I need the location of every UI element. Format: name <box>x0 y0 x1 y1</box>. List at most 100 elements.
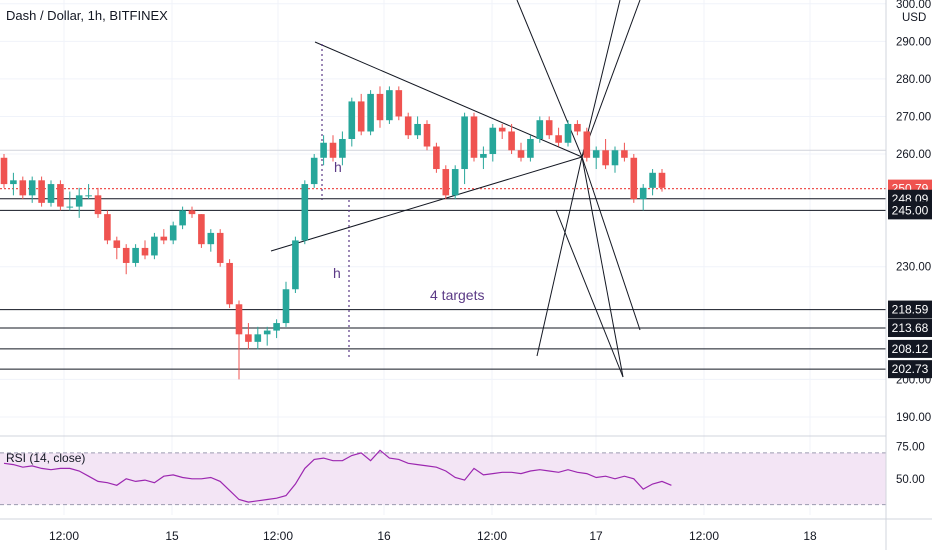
candle-body <box>169 225 177 241</box>
candle-body <box>226 262 233 305</box>
candle-body <box>132 247 139 263</box>
price-tick-label: 230.00 <box>896 262 931 274</box>
rsi-band-fill <box>0 452 886 505</box>
h-label: h <box>334 159 342 175</box>
candle-body <box>0 157 8 185</box>
fan-line <box>581 0 621 158</box>
candle-body <box>564 123 572 143</box>
currency-label: USD <box>902 12 926 24</box>
price-badges: 250.7920:21248.09245.00218.59213.68208.1… <box>888 179 932 379</box>
candle-body <box>28 180 36 196</box>
time-tick-label: 17 <box>589 529 603 543</box>
time-tick-label: 12:00 <box>263 529 293 543</box>
price-tick-label: 190.00 <box>896 412 931 424</box>
targets-label: 4 targets <box>430 287 484 303</box>
grid-lines <box>0 0 886 515</box>
candle-body <box>536 120 544 139</box>
candle-body <box>555 135 562 143</box>
candle-body <box>10 180 17 185</box>
candle-body <box>113 240 121 248</box>
candle-body <box>658 172 666 188</box>
time-tick-label: 12:00 <box>477 529 507 543</box>
level-badge <box>888 300 932 319</box>
price-tick-label: 260.00 <box>896 149 931 161</box>
level-label: 202.73 <box>892 362 929 376</box>
price-tick-label: 280.00 <box>896 74 931 86</box>
time-tick-label: 18 <box>803 529 817 543</box>
candle-body <box>442 169 450 196</box>
level-badge <box>888 339 932 358</box>
time-tick-label: 12:00 <box>689 529 719 543</box>
rsi-indicator: RSI (14, close) <box>3 449 672 503</box>
candle-body <box>602 150 609 166</box>
candle-body <box>320 142 327 158</box>
candle-body <box>414 123 421 136</box>
level-badge <box>888 201 932 220</box>
candle-body <box>263 330 271 335</box>
rsi-band <box>0 435 886 506</box>
candle-body <box>245 334 252 342</box>
price-tick-label: 270.00 <box>896 111 931 123</box>
fan-line <box>555 209 624 378</box>
rsi-tick-label: 50.00 <box>896 474 925 486</box>
candle-body <box>198 214 205 245</box>
candle-body <box>461 116 468 170</box>
candle-body <box>498 127 506 132</box>
candle-body <box>104 214 111 241</box>
level-badge <box>888 319 932 338</box>
price-axis[interactable]: 190.00200.00230.00260.00270.00280.00290.… <box>885 0 931 550</box>
candle-body <box>160 236 168 241</box>
time-axis[interactable]: 12:00 15 12:00 16 12:00 17 12:00 18 <box>0 518 932 543</box>
candle-body <box>207 232 215 245</box>
candle-body <box>611 150 619 166</box>
candle-body <box>386 90 393 121</box>
candle-body <box>329 142 337 158</box>
candle-body <box>19 180 27 196</box>
candle-body <box>292 240 299 290</box>
candle-body <box>470 116 478 158</box>
candle-body <box>517 150 525 158</box>
candle-body <box>179 210 186 226</box>
price-tick-label: 290.00 <box>896 36 931 48</box>
candle-body <box>545 120 553 136</box>
annotations: h h 4 targets <box>333 159 484 303</box>
candle-body <box>527 138 534 158</box>
candle-body <box>357 101 365 132</box>
candle-body <box>301 184 309 241</box>
candle-body <box>38 180 45 203</box>
time-tick-label: 16 <box>377 529 391 543</box>
time-tick-label: 15 <box>165 529 179 543</box>
fan-line <box>536 156 583 357</box>
candle-body <box>273 323 280 331</box>
candle-body <box>376 93 384 121</box>
level-label: 213.68 <box>892 321 929 335</box>
fan-line <box>581 0 641 158</box>
candle-body <box>367 93 374 132</box>
price-tick-label: 300.00 <box>896 0 931 11</box>
candle-body <box>639 187 647 200</box>
rsi-tick-label: 75.00 <box>896 441 925 453</box>
candle-body <box>423 123 431 147</box>
candle-body <box>282 289 290 324</box>
time-tick-label: 12:00 <box>49 529 79 543</box>
candle-body <box>508 131 515 151</box>
candle-body <box>451 169 459 196</box>
candle-body <box>621 150 628 158</box>
level-label: 218.59 <box>892 303 929 317</box>
trend-drawings[interactable] <box>270 0 641 378</box>
candle-body <box>649 172 656 188</box>
rsi-title: RSI (14, close) <box>6 451 85 465</box>
candle-body <box>75 195 83 207</box>
candle-body <box>339 138 346 158</box>
candle-body <box>141 247 149 256</box>
candle-body <box>433 146 440 170</box>
candle-body <box>574 123 581 132</box>
candle-body <box>122 247 130 263</box>
candle-body <box>235 304 243 335</box>
candle-body <box>216 232 224 263</box>
candle-body <box>47 184 55 203</box>
candle-body <box>395 90 403 117</box>
level-badge <box>888 360 932 379</box>
candle-body <box>188 210 196 215</box>
